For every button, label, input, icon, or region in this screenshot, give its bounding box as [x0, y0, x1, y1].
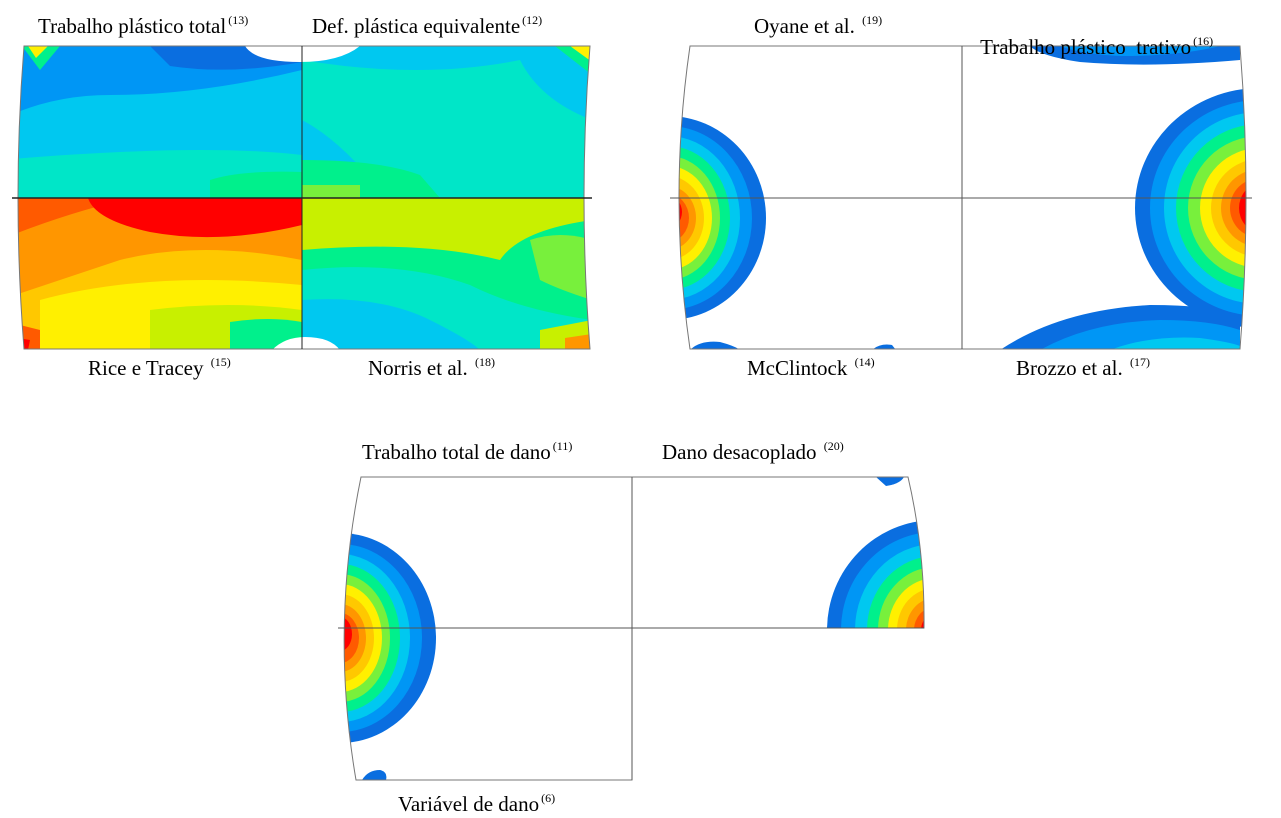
- criterion-name: Oyane et al.: [754, 14, 855, 38]
- quadrant-rice-e-tracey: [18, 198, 302, 349]
- label-oyane-et-al: Oyane et al. (19): [754, 14, 882, 37]
- panel-c-contour: [344, 477, 925, 780]
- label-def-plastica-equivalente: Def. plástica equivalente (12): [312, 14, 542, 37]
- label-trabalho-plastico-trativo: Trabalho plástico trativo (16): [970, 14, 1213, 58]
- reference-number: (15): [210, 355, 231, 369]
- label-norris-et-al: Norris et al. (18): [368, 356, 495, 379]
- label-dano-desacoplado: Dano desacoplado (20): [662, 440, 844, 463]
- criterion-name: Dano desacoplado: [662, 440, 817, 464]
- panel-c-right-hotspot: [827, 520, 925, 628]
- criterion-name: Def. plástica equivalente: [312, 14, 521, 38]
- reference-number: (6): [541, 791, 556, 805]
- label-trabalho-plastico-total: Trabalho plástico total (13): [38, 14, 248, 37]
- criterion-name: Brozzo et al.: [1016, 356, 1123, 380]
- reference-number: (16): [1193, 34, 1214, 48]
- label-rice-e-tracey: Rice e Tracey (15): [88, 356, 231, 379]
- panel-b-bottom-patch-left: [690, 341, 740, 349]
- panel-b-bottom-band: [1000, 305, 1240, 349]
- panel-b-left-hotspot: [679, 116, 766, 320]
- panel-a-outline: [17, 45, 591, 350]
- panel-b-right-hotspot: [1135, 88, 1246, 328]
- panel-c-outline: [343, 476, 925, 781]
- criterion-name: Trabalho total de dano: [362, 440, 551, 464]
- reference-number: (13): [228, 13, 249, 27]
- reference-number: (19): [862, 13, 883, 27]
- reference-number: (17): [1129, 355, 1150, 369]
- panel-a-notch-bottom: [272, 337, 340, 350]
- quadrant-norris-et-al: [302, 198, 590, 349]
- panel-c-left-hotspot: [344, 533, 436, 743]
- criterion-name: Trabalho plástico trativo: [980, 35, 1192, 59]
- panel-a-contour: [18, 46, 590, 349]
- reference-number: (18): [474, 355, 495, 369]
- reference-number: (14): [854, 355, 875, 369]
- panel-c-bottom-patch: [362, 770, 387, 780]
- label-brozzo-et-al: Brozzo et al. (17): [1016, 356, 1150, 379]
- panel-b-outline: [678, 45, 1247, 350]
- reference-number: (12): [522, 13, 543, 27]
- reference-number: (20): [823, 439, 844, 453]
- label-variavel-de-dano: Variável de dano (6): [398, 792, 555, 815]
- criterion-name: Trabalho plástico total: [38, 14, 227, 38]
- panel-c-top-patch: [876, 477, 904, 486]
- criterion-name: McClintock: [747, 356, 848, 380]
- panel-b-top-band: [1030, 46, 1240, 65]
- quadrant-def-plastica-equivalente: [302, 46, 590, 198]
- label-mcclintock: McClintock (14): [747, 356, 875, 379]
- reference-number: (11): [552, 439, 573, 453]
- quadrant-trabalho-plastico-total: [18, 46, 302, 198]
- label-trabalho-total-de-dano: Trabalho total de dano (11): [362, 440, 572, 463]
- criterion-name: Norris et al.: [368, 356, 468, 380]
- criterion-name: Rice e Tracey: [88, 356, 204, 380]
- criterion-name: Variável de dano: [398, 792, 540, 816]
